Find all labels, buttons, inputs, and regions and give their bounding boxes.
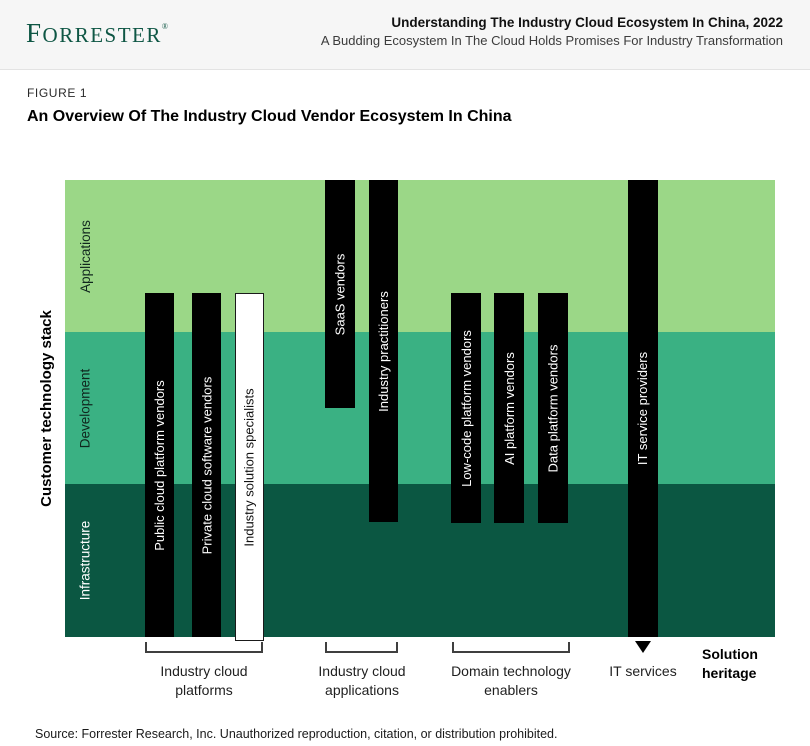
group-label-it-services: IT services bbox=[609, 663, 677, 679]
header-titles: Understanding The Industry Cloud Ecosyst… bbox=[321, 13, 783, 50]
vendor-bar-industry-solution-specialists: Industry solution specialists bbox=[235, 293, 264, 641]
figure-label: FIGURE 1 bbox=[27, 86, 88, 100]
report-title: Understanding The Industry Cloud Ecosyst… bbox=[391, 15, 783, 30]
arrow-down-icon bbox=[635, 641, 651, 653]
figure-title: An Overview Of The Industry Cloud Vendor… bbox=[27, 108, 512, 125]
group-label-industry-cloud-platforms: Industry cloud platforms bbox=[160, 663, 248, 698]
logo-rest: ORRESTER bbox=[42, 23, 162, 47]
logo-initial: F bbox=[26, 18, 43, 48]
vendor-bar-public-cloud-platform-vendors: Public cloud platform vendors bbox=[145, 293, 174, 637]
forrester-logo: FORRESTER® bbox=[26, 20, 168, 49]
bracket-domain-technology-enablers bbox=[452, 642, 570, 653]
band-label-applications: Applications bbox=[77, 219, 93, 293]
vendor-bar-it-service-providers: IT service providers bbox=[628, 180, 658, 637]
y-axis-label: Customer technology stack bbox=[37, 310, 55, 507]
vendor-bar-data-platform-vendors: Data platform vendors bbox=[538, 293, 568, 523]
group-label-domain-technology-enablers: Domain technology enablers bbox=[451, 663, 571, 698]
solution-heritage-label: Solution heritage bbox=[702, 646, 758, 681]
registered-trademark-icon: ® bbox=[161, 22, 168, 31]
vendor-bar-private-cloud-software-vendors: Private cloud software vendors bbox=[192, 293, 221, 637]
bracket-industry-cloud-applications bbox=[325, 642, 398, 653]
vendor-bar-industry-practitioners: Industry practitioners bbox=[369, 180, 398, 522]
band-label-infrastructure: Infrastructure bbox=[77, 520, 93, 601]
ecosystem-chart: Applications Development Infrastructure … bbox=[65, 180, 775, 641]
report-header: FORRESTER® Understanding The Industry Cl… bbox=[0, 0, 810, 70]
report-subtitle: A Budding Ecosystem In The Cloud Holds P… bbox=[320, 33, 783, 48]
vendor-bar-low-code-platform-vendors: Low-code platform vendors bbox=[451, 293, 481, 523]
vendor-bar-saas-vendors: SaaS vendors bbox=[325, 180, 355, 408]
group-label-industry-cloud-applications: Industry cloud applications bbox=[318, 663, 406, 698]
source-attribution: Source: Forrester Research, Inc. Unautho… bbox=[35, 727, 558, 741]
vendor-bar-ai-platform-vendors: AI platform vendors bbox=[494, 293, 524, 523]
bracket-industry-cloud-platforms bbox=[145, 642, 263, 653]
band-label-development: Development bbox=[77, 368, 93, 448]
